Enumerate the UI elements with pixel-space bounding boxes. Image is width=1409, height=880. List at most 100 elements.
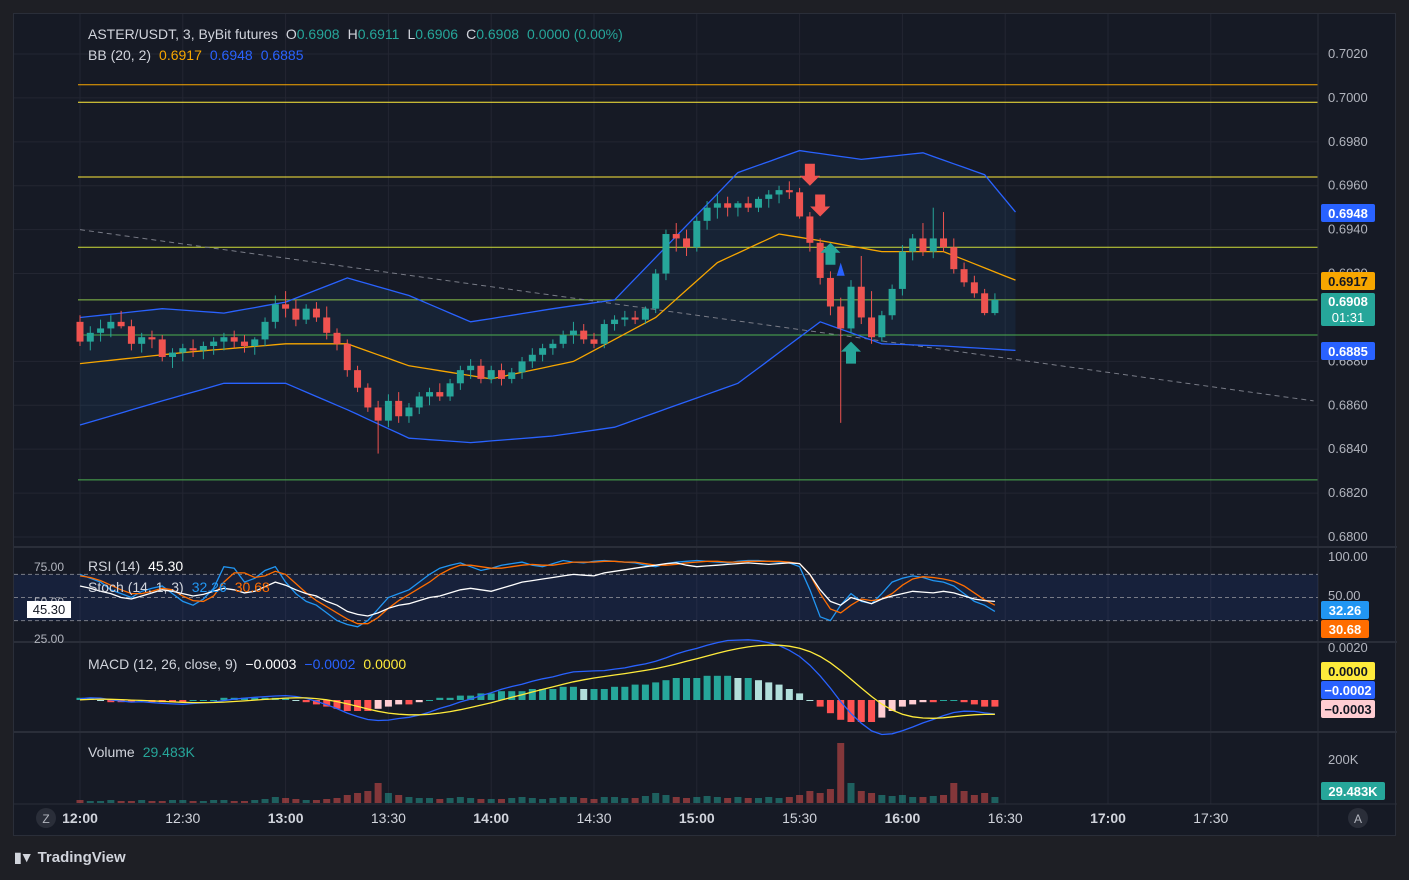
volume-bar	[950, 783, 958, 803]
macd-line	[79, 639, 995, 736]
macd-hist-bar	[169, 700, 177, 703]
volume-bar	[97, 801, 105, 803]
candle-body	[641, 308, 649, 320]
candle-body	[590, 339, 598, 344]
volume-bar	[590, 799, 598, 803]
candle-body	[693, 220, 701, 248]
volume-bar	[744, 798, 752, 803]
brand-label: TradingView	[37, 849, 126, 866]
stoch-d-line	[79, 560, 996, 625]
volume-pane[interactable]	[76, 743, 999, 803]
candle-body	[940, 238, 948, 248]
volume-bar	[847, 783, 855, 803]
macd-hist-bar	[477, 693, 485, 700]
volume-axis: 200K 29.483K	[1321, 752, 1385, 800]
macd-hist-bar	[641, 684, 649, 700]
candle-body	[467, 365, 475, 371]
candle-body	[508, 372, 516, 379]
stoch-label: Stoch (14, 1, 3)	[88, 579, 184, 595]
candle-body	[929, 238, 937, 252]
volume-bar	[857, 791, 865, 803]
volume-bar	[796, 795, 804, 803]
macd-hist-bar	[796, 693, 804, 700]
volume-bar	[86, 801, 94, 803]
dashed-trendline[interactable]	[79, 229, 1314, 402]
candle-body	[210, 341, 218, 346]
macd-hist-bar	[909, 700, 917, 705]
volume-badge	[1321, 782, 1385, 800]
candle-body	[970, 282, 978, 294]
candle-body	[117, 321, 125, 327]
macd-hist-bar	[251, 697, 259, 700]
svg-text:29.483K: 29.483K	[1328, 784, 1378, 799]
macd-hist-bar	[446, 697, 454, 700]
macd-pane[interactable]	[76, 639, 999, 736]
candle-body	[487, 370, 495, 379]
osc-axis: 100.00 50.00 0.0020 32.26 30.68	[1321, 549, 1369, 655]
volume-bar	[158, 801, 166, 803]
price-tick: 0.7000	[1328, 90, 1368, 105]
trendline[interactable]	[79, 229, 1314, 402]
volume-bar	[919, 797, 927, 803]
trading-chart[interactable]: 0.70200.70000.69800.69600.69400.69200.68…	[14, 14, 1397, 837]
macd-hist-bar	[919, 700, 927, 703]
macd-hist-bar	[785, 689, 793, 700]
svg-text:100.00: 100.00	[1328, 549, 1368, 564]
rsi-stoch-pane[interactable]	[14, 559, 1318, 628]
macd-hist-bar	[518, 691, 526, 700]
svg-text:−0.0003: −0.0003	[1324, 702, 1371, 717]
macd-hist-bar	[950, 700, 958, 701]
candle-body	[580, 330, 588, 340]
volume-bar	[446, 798, 454, 803]
macd-hist-bar	[354, 700, 362, 711]
price-tick: 0.6940	[1328, 222, 1368, 237]
candle-body	[343, 343, 351, 371]
volume-bar	[662, 795, 670, 803]
buy-arrow-icon	[820, 242, 841, 265]
svg-text:Z: Z	[42, 812, 49, 826]
bb-label: BB (20, 2)	[88, 47, 151, 63]
macd-hist-bar	[210, 700, 218, 701]
volume-bar	[436, 799, 444, 803]
tradingview-brand[interactable]: ▮▼ TradingView	[14, 849, 126, 866]
candle-body	[354, 370, 362, 388]
time-tick: 12:30	[165, 810, 200, 826]
candle-body	[189, 348, 197, 351]
candle-body	[199, 345, 207, 351]
macd-hist-bar	[395, 700, 403, 705]
macd-hist-bar	[662, 680, 670, 700]
candle-body	[621, 317, 629, 320]
volume-bar	[117, 801, 125, 803]
volume-legend: Volume 29.483K	[88, 744, 196, 760]
macd-hist-bar	[559, 686, 567, 700]
macd-hist-bar	[621, 686, 629, 700]
last-price-badge	[1321, 293, 1375, 326]
volume-bar	[395, 795, 403, 803]
macd-hist-bar	[703, 675, 711, 700]
price-tick: 0.6980	[1328, 134, 1368, 149]
macd-hist-bar	[744, 678, 752, 700]
volume-bar	[323, 799, 331, 803]
candle-body	[528, 354, 536, 362]
volume-bar	[929, 796, 937, 803]
volume-bar	[261, 799, 269, 803]
candle-body	[436, 392, 444, 397]
time-tick: 17:00	[1090, 810, 1126, 826]
volume-bar	[898, 795, 906, 803]
tradingview-logo-icon: ▮▼	[14, 849, 34, 865]
svg-text:45.30: 45.30	[33, 602, 66, 617]
volume-bar	[189, 801, 197, 803]
candle-body	[251, 339, 259, 346]
svg-text:0.0020: 0.0020	[1328, 640, 1368, 655]
volume-bar	[426, 798, 434, 803]
macd-hist-bar	[97, 700, 105, 701]
macd-hist-bar	[929, 700, 937, 703]
zoom-reset-button[interactable]: Z	[36, 808, 56, 828]
bb-mid-badge	[1321, 272, 1375, 290]
time-axis[interactable]: 12:00 12:30 13:00 13:30 14:00 14:30 15:00 15:30…	[62, 810, 1228, 826]
macd-hist-bar	[539, 689, 547, 700]
macd-hist-bar	[312, 700, 320, 705]
auto-scale-button[interactable]: A	[1348, 808, 1368, 828]
price-tick: 0.6840	[1328, 441, 1368, 456]
